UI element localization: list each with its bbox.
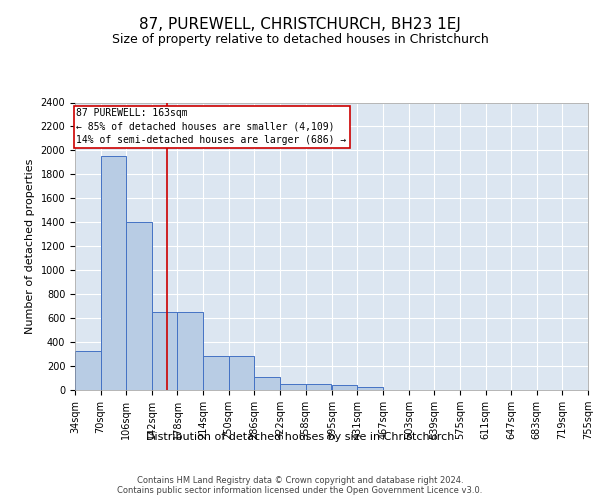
Y-axis label: Number of detached properties: Number of detached properties <box>25 158 35 334</box>
Text: Contains HM Land Registry data © Crown copyright and database right 2024.: Contains HM Land Registry data © Crown c… <box>137 476 463 485</box>
Bar <box>152 312 178 390</box>
Bar <box>332 385 358 390</box>
Text: Contains public sector information licensed under the Open Government Licence v3: Contains public sector information licen… <box>118 486 482 495</box>
Bar <box>203 356 229 390</box>
Text: 87, PUREWELL, CHRISTCHURCH, BH23 1EJ: 87, PUREWELL, CHRISTCHURCH, BH23 1EJ <box>139 18 461 32</box>
Bar <box>229 356 254 390</box>
Bar <box>75 351 101 390</box>
Bar <box>358 387 383 390</box>
Bar <box>305 384 331 390</box>
Text: Distribution of detached houses by size in Christchurch: Distribution of detached houses by size … <box>146 432 454 442</box>
Bar <box>254 378 280 390</box>
Text: Size of property relative to detached houses in Christchurch: Size of property relative to detached ho… <box>112 32 488 46</box>
Bar <box>280 384 305 390</box>
Text: 87 PUREWELL: 163sqm
← 85% of detached houses are smaller (4,109)
14% of semi-det: 87 PUREWELL: 163sqm ← 85% of detached ho… <box>76 108 347 145</box>
Bar <box>101 156 126 390</box>
Bar <box>178 312 203 390</box>
Bar <box>126 222 152 390</box>
